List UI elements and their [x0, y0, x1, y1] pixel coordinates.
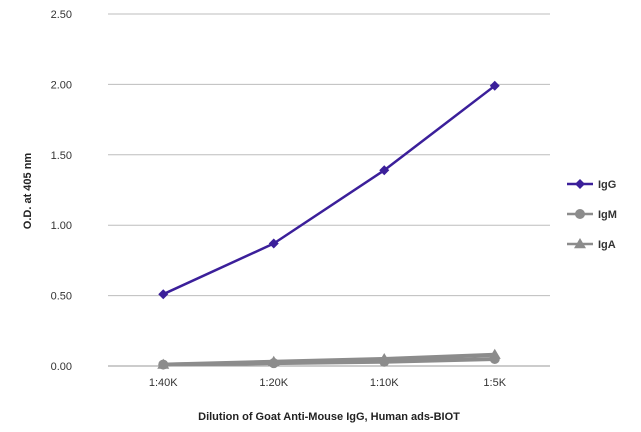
x-tick-label: 1:40K [149, 377, 178, 389]
data-point-igg [158, 289, 169, 300]
series-igg [158, 80, 500, 300]
series-igm [158, 353, 500, 370]
legend-item-igg: IgG [567, 179, 616, 191]
y-tick-labels: 0.00 0.50 1.00 1.50 2.00 2.50 [51, 9, 72, 373]
grid-lines [108, 13, 550, 297]
x-tick-label: 1:5K [483, 377, 506, 389]
y-tick-label: 2.50 [51, 9, 72, 21]
y-tick-label: 0.00 [51, 361, 72, 373]
data-point-igg [489, 80, 500, 91]
data-point-igm [268, 358, 279, 369]
legend-label: IgG [598, 179, 616, 191]
legend-marker [575, 209, 585, 219]
y-tick-label: 1.50 [51, 150, 72, 162]
data-point-igm [158, 359, 169, 370]
x-axis-title: Dilution of Goat Anti-Mouse IgG, Human a… [198, 411, 460, 423]
data-point-igg [379, 165, 390, 176]
legend-item-igm: IgM [567, 209, 617, 221]
legend-marker [574, 238, 586, 249]
y-tick-label: 2.00 [51, 79, 72, 91]
y-tick-label: 0.50 [51, 291, 72, 303]
legend-marker [575, 179, 585, 189]
data-point-igm [489, 353, 500, 364]
series-group [157, 80, 501, 370]
legend-label: IgA [598, 239, 616, 251]
x-tick-label: 1:10K [370, 377, 399, 389]
legend-label: IgM [598, 209, 617, 221]
y-tick-label: 1.00 [51, 220, 72, 232]
series-line-igg [162, 84, 496, 296]
data-point-igm [379, 356, 390, 367]
legend-item-iga: IgA [567, 238, 616, 251]
data-point-igg [268, 238, 279, 249]
x-tick-label: 1:20K [259, 377, 288, 389]
y-axis-title: O.D. at 405 nm [22, 153, 34, 230]
legend: IgG IgM IgA [567, 179, 617, 251]
x-tick-labels: 1:40K 1:20K 1:10K 1:5K [149, 377, 507, 389]
series-line-igm [163, 356, 495, 367]
